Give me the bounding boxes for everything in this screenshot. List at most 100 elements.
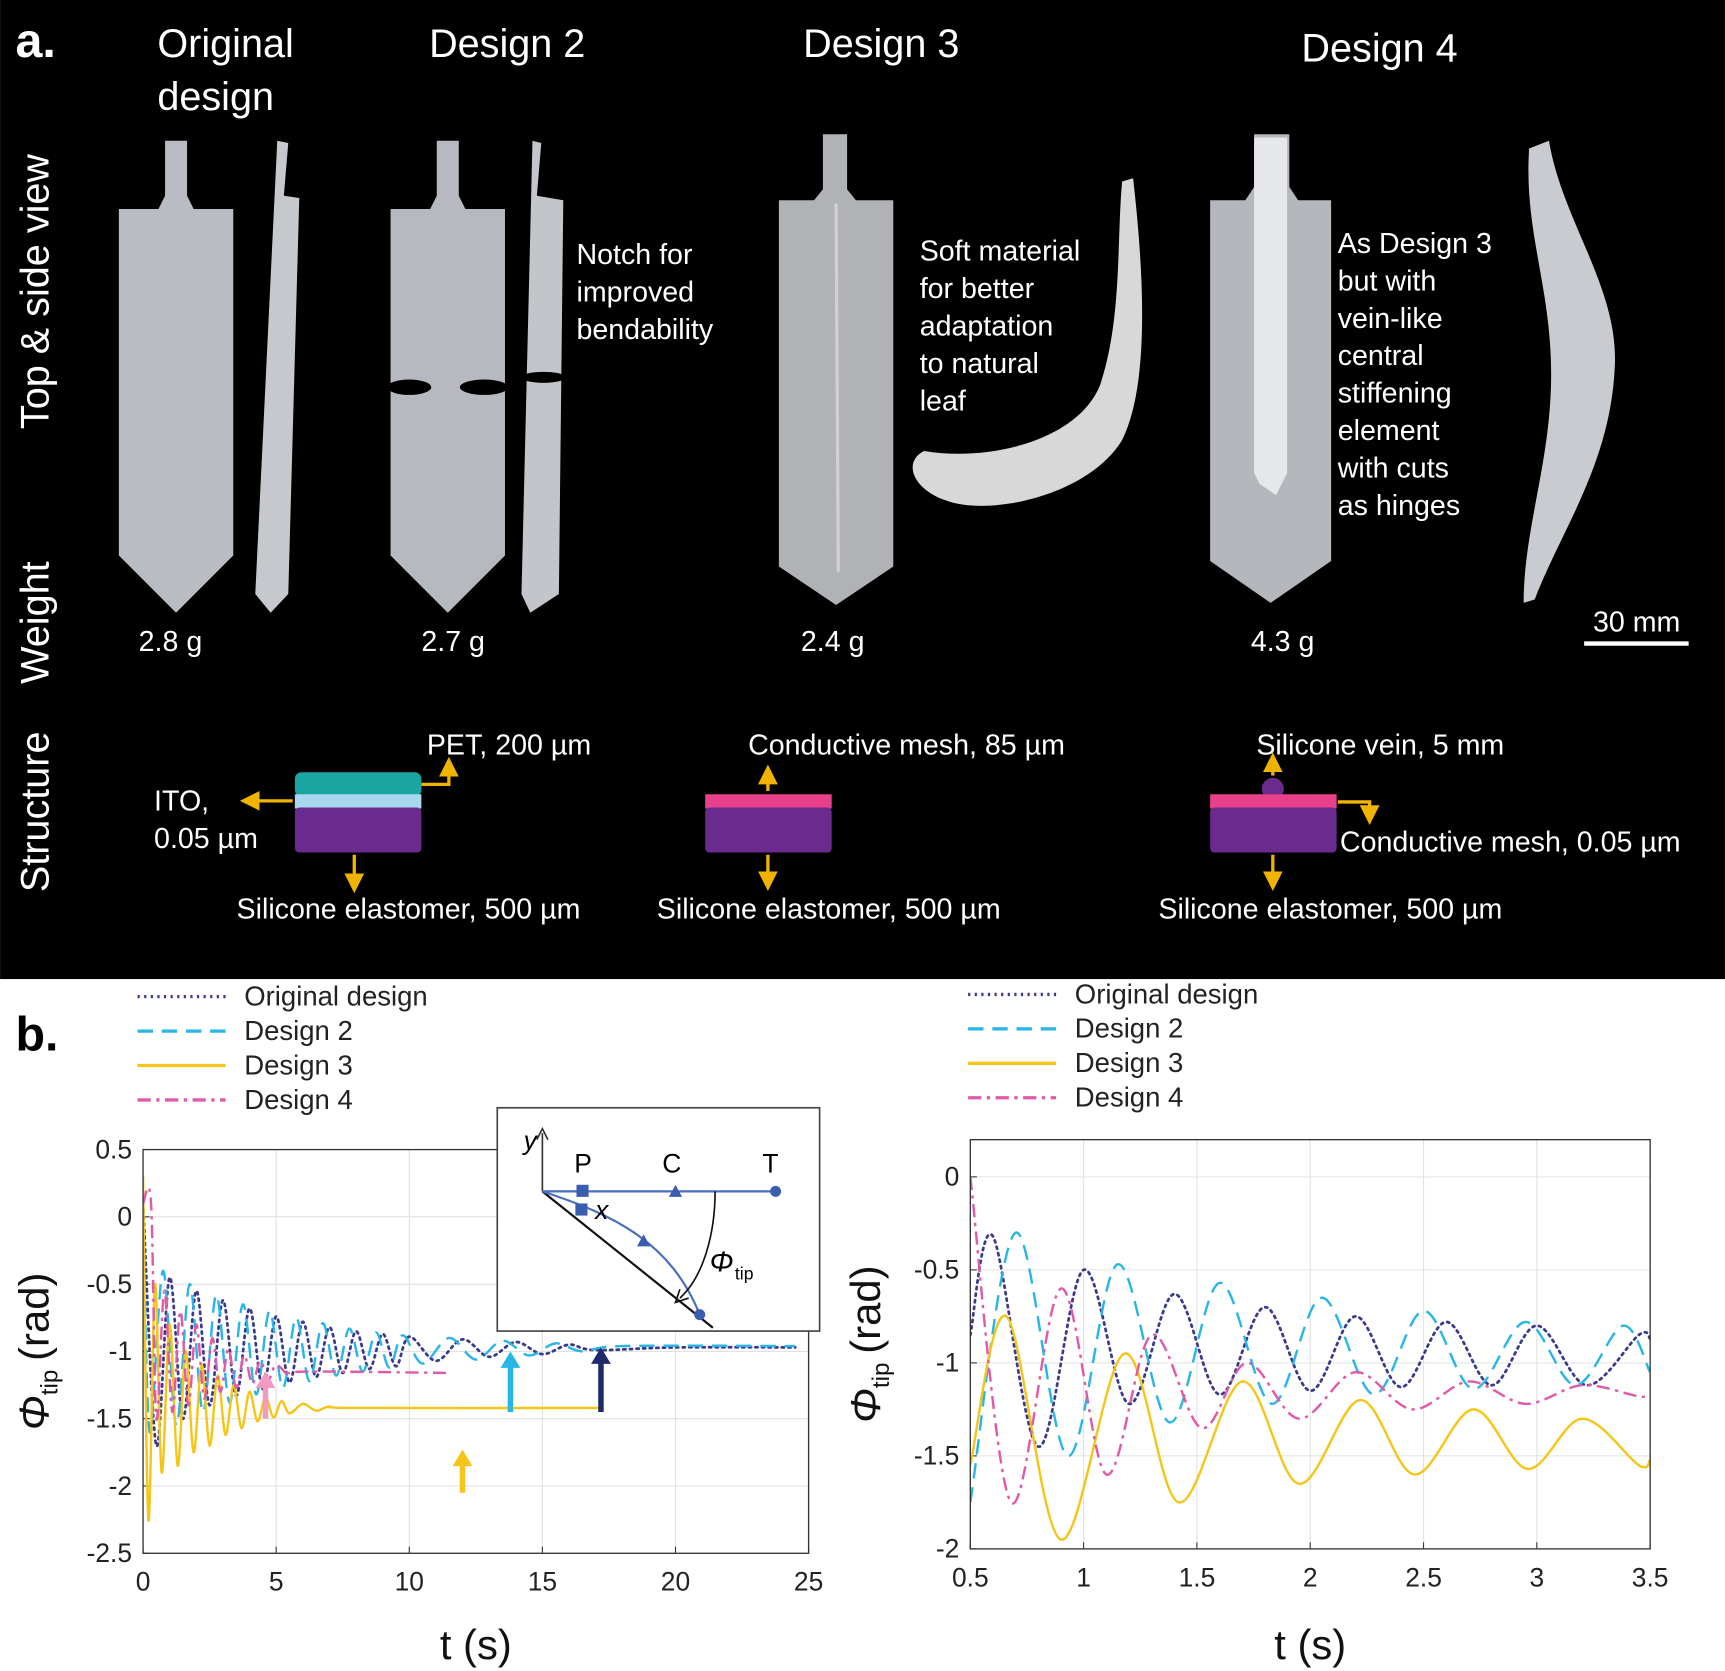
y-axis-symbol: Φ (10, 1395, 57, 1430)
y-axis-label: Φtip (rad) (10, 1273, 63, 1431)
note: Notch for (576, 239, 692, 271)
vein (1254, 137, 1288, 496)
legend-label: Original design (244, 980, 427, 1011)
chord (541, 1190, 714, 1329)
layer-label: Silicone elastomer, 500 µm (657, 894, 1001, 926)
weight: 2.8 g (139, 626, 203, 658)
y-tick-label: -1 (109, 1336, 132, 1366)
layer-mesh (705, 794, 832, 809)
y-tick-label: 0 (945, 1162, 960, 1192)
layer-silicone (294, 807, 422, 853)
inset-label: Φ (710, 1247, 734, 1279)
design-title: Design 2 (429, 22, 585, 66)
y-tick-label: 0 (117, 1202, 132, 1232)
series-line (970, 1176, 1651, 1505)
series-line (970, 1232, 1651, 1448)
annotation-arrow-head (255, 1371, 276, 1389)
x-tick-label: 2.5 (1405, 1562, 1442, 1592)
y-tick-label: -2 (109, 1471, 132, 1501)
layer-label: PET, 200 µm (427, 730, 591, 762)
layer-label: Silicone vein, 5 mm (1256, 730, 1504, 762)
x-tick-label: 3 (1529, 1562, 1544, 1592)
panel-a: a. Original design Design 2 Design 3 Des… (0, 0, 1725, 980)
x-tick-label: 20 (661, 1567, 690, 1597)
note: with cuts (1337, 452, 1449, 484)
note: As Design 3 (1338, 228, 1492, 260)
point-c (668, 1184, 683, 1197)
series-line (143, 1186, 450, 1421)
note: but with (1338, 265, 1437, 297)
design-title: Design 4 (1301, 27, 1457, 71)
y-axis-unit: (rad) (842, 1265, 889, 1353)
y-axis-label: Φtip (rad) (842, 1265, 895, 1423)
x-tick-label: 1 (1076, 1562, 1091, 1592)
x-axis-label: t (s) (1274, 1621, 1346, 1668)
note: element (1338, 415, 1440, 447)
leaf-side-view (1523, 140, 1616, 603)
series-line (143, 1203, 796, 1434)
series-line (970, 1231, 1651, 1503)
annotation-arrow-head (500, 1351, 521, 1368)
angle-arc (679, 1191, 716, 1299)
x-tick-label: 5 (269, 1567, 284, 1597)
leaf-side-view (912, 178, 1143, 506)
note: adaptation (920, 311, 1054, 343)
note: central (1338, 340, 1424, 372)
point-t (694, 1309, 706, 1321)
notch (459, 379, 509, 395)
note: bendability (576, 314, 713, 346)
legend-label: Design 4 (1075, 1082, 1184, 1113)
series-group (143, 1176, 797, 1522)
note: improved (576, 276, 694, 308)
design-title: Original (157, 22, 293, 66)
point-p (575, 1203, 588, 1216)
note: stiffening (1338, 378, 1452, 410)
inset-frame (496, 1106, 821, 1332)
notch (387, 379, 432, 395)
x-axis-label: t (s) (440, 1621, 512, 1668)
layer-mesh (1210, 794, 1337, 809)
note: to natural (920, 348, 1039, 380)
row-label: Weight (13, 561, 57, 684)
note: leaf (920, 385, 966, 417)
legend-label: Design 3 (244, 1049, 353, 1080)
legend-label: Design 4 (244, 1084, 353, 1115)
y-tick-label: -1.5 (87, 1404, 132, 1434)
angle-arc-head (674, 1289, 689, 1304)
scale-bar-label: 30 mm (1593, 606, 1680, 638)
y-axis-unit: (rad) (10, 1273, 57, 1361)
row-label: Structure (13, 732, 57, 893)
y-tick-label: -0.5 (914, 1255, 959, 1285)
y-tick-label: 0.5 (95, 1134, 132, 1164)
inset-label: x (593, 1195, 609, 1225)
layer-label: Conductive mesh, 85 µm (748, 730, 1065, 762)
layer-label: 0.05 µm (154, 823, 258, 855)
series-line (970, 1314, 1651, 1541)
x-tick-label: 2 (1303, 1562, 1318, 1592)
plot-frame (142, 1148, 810, 1554)
inset-label: tip (735, 1263, 754, 1283)
legend-label: Design 3 (1075, 1047, 1184, 1078)
legend-label: Design 2 (244, 1015, 353, 1046)
leaf-top-view (390, 140, 505, 613)
y-tick-label: -0.5 (87, 1269, 132, 1299)
callout-arrow (1337, 800, 1380, 826)
y-axis-symbol: Φ (842, 1388, 889, 1423)
callout-arrow (421, 756, 459, 786)
series-group (970, 1176, 1651, 1541)
note: for better (920, 273, 1035, 305)
panel-label: b. (15, 1008, 58, 1062)
weight: 2.7 g (421, 626, 485, 658)
x-tick-label: 3.5 (1632, 1562, 1669, 1592)
layer-ito (294, 794, 422, 809)
layer-label: ITO, (154, 786, 209, 818)
x-tick-label: 10 (395, 1567, 424, 1597)
y-axis-subscript: tip (868, 1363, 895, 1389)
point-t (770, 1185, 782, 1197)
weight: 4.3 g (1251, 626, 1315, 658)
x-tick-label: 25 (794, 1567, 823, 1597)
plot-frame (969, 1139, 1651, 1550)
